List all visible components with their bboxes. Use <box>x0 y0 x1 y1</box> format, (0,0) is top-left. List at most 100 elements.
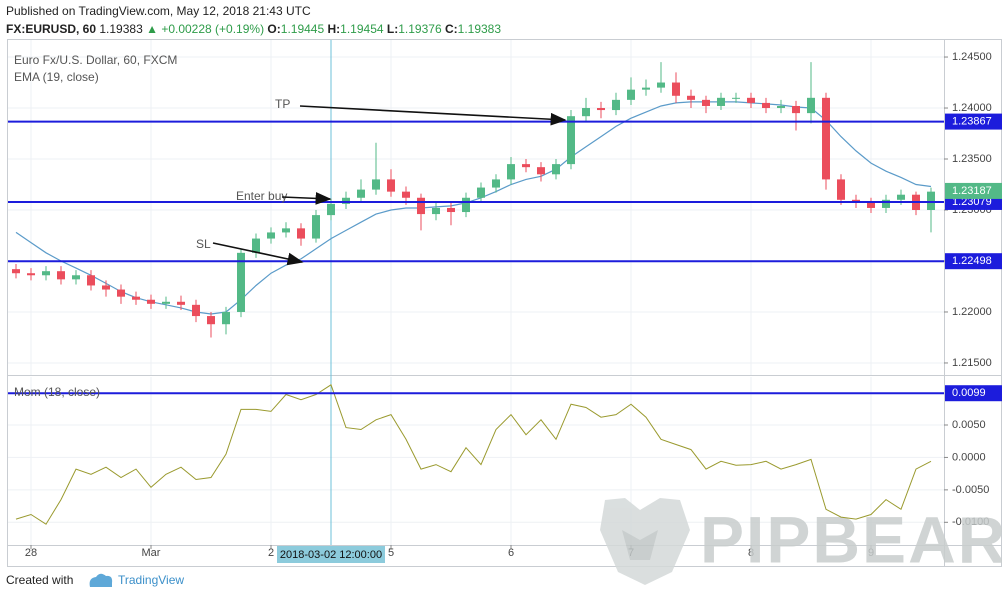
x-tick-label: 28 <box>25 547 37 559</box>
y-tick-label: 1.24500 <box>952 51 992 63</box>
x-tick-label: 9 <box>868 547 874 559</box>
candle-body <box>42 271 50 276</box>
ohlc-label: H: <box>327 22 341 36</box>
level-label: 1.22498 <box>952 255 992 267</box>
candle-body <box>372 179 380 190</box>
change: ▲ +0.00228 (+0.19%) <box>146 22 265 36</box>
candle-body <box>432 207 440 215</box>
candle-body <box>807 97 815 114</box>
published-line: Published on TradingView.com, May 12, 20… <box>6 4 311 18</box>
candle-body <box>12 269 20 274</box>
candle-body <box>777 105 785 109</box>
candle-body <box>552 164 560 175</box>
footer-created: Created with <box>6 573 73 587</box>
candle-body <box>642 87 650 90</box>
candle-body <box>882 199 890 208</box>
candle-body <box>252 238 260 253</box>
candle-body <box>867 201 875 208</box>
candle-body <box>237 252 245 312</box>
candle-body <box>747 97 755 103</box>
candle-body <box>147 299 155 304</box>
annotation: SL <box>196 237 211 251</box>
ohlc-value: 1.19383 <box>457 22 502 36</box>
candle-body <box>117 289 125 297</box>
candle-body <box>462 197 470 213</box>
candle-body <box>27 273 35 276</box>
candle-body <box>687 95 695 100</box>
level-label-box <box>945 385 1002 402</box>
candle-body <box>897 194 905 200</box>
crosshair-label: 2018-03-02 12:00:00 <box>280 549 382 561</box>
candle-body <box>627 89 635 100</box>
candle-body <box>792 105 800 114</box>
candle-body <box>582 108 590 117</box>
annotation: TP <box>275 97 290 111</box>
ohlc-label: O: <box>267 22 281 36</box>
main-legend: Euro Fx/U.S. Dollar, 60, FXCM <box>14 53 177 67</box>
y-tick-label: 1.21500 <box>952 357 992 369</box>
watermark: PIPBEAR <box>600 498 1002 585</box>
candle-body <box>507 164 515 180</box>
candle-body <box>222 311 230 325</box>
candle-body <box>732 97 740 99</box>
crosshair-label-box <box>277 546 385 563</box>
watermark-icon <box>622 530 658 560</box>
last: 1.19383 <box>99 22 143 36</box>
ohlc-value: 1.19445 <box>280 22 325 36</box>
candle-body <box>177 301 185 305</box>
candle-body <box>597 108 605 111</box>
candle-body <box>267 232 275 239</box>
level-label-box <box>945 253 1002 270</box>
annotation-arrow <box>299 105 567 126</box>
momentum-line <box>15 384 932 525</box>
candle-body <box>537 167 545 175</box>
annotation: Enter buy <box>236 189 287 203</box>
x-tick-label: 6 <box>508 547 514 559</box>
candle-body <box>447 207 455 213</box>
footer-brand: TradingView <box>118 573 184 587</box>
watermark-text: PIPBEAR <box>700 502 1002 576</box>
candle-body <box>852 199 860 202</box>
candle-body <box>282 228 290 233</box>
candle-body <box>612 99 620 111</box>
y-tick-label: 0.0000 <box>952 451 986 463</box>
candle-body <box>762 102 770 109</box>
candle-body <box>522 164 530 168</box>
y-tick-label: 0.0050 <box>952 419 986 431</box>
candle-body <box>837 179 845 200</box>
ohlc-label: L: <box>386 22 399 36</box>
x-tick-label: 8 <box>748 547 754 559</box>
ohlc-label: C: <box>444 22 458 36</box>
y-tick-label: 1.23500 <box>952 153 992 165</box>
footer-logo <box>89 573 113 587</box>
ohlc-value: 1.19376 <box>398 22 442 36</box>
y-tick-label: -0.0100 <box>952 516 989 528</box>
candle-body <box>72 275 80 280</box>
symbol-line: FX:EURUSD, 60 1.19383 ▲ +0.00228 (+0.19%… <box>6 22 501 36</box>
candle-body <box>657 82 665 88</box>
candle-body <box>102 285 110 290</box>
level-label: 1.23867 <box>952 115 992 127</box>
candle-body <box>312 215 320 239</box>
candle-body <box>567 116 575 165</box>
candle-body <box>477 187 485 198</box>
x-tick-label: 5 <box>388 547 394 559</box>
candle-body <box>327 203 335 216</box>
candle-body <box>417 197 425 215</box>
level-label: 0.0099 <box>952 387 986 399</box>
candle-body <box>822 97 830 180</box>
last-price-label: 1.23187 <box>952 185 992 197</box>
candle-body <box>702 99 710 106</box>
ohlc-value: 1.19454 <box>340 22 384 36</box>
symbol: FX:EURUSD, 60 <box>6 22 97 36</box>
y-tick-label: 1.24000 <box>952 102 992 114</box>
candle-body <box>492 179 500 188</box>
annotation-arrow <box>281 192 332 205</box>
y-tick-label: -0.0050 <box>952 484 989 496</box>
x-tick-label: 2 <box>268 547 274 559</box>
last-price-box <box>945 182 1002 199</box>
mom-legend: Mom (18, close) <box>14 385 100 399</box>
candle-body <box>672 82 680 96</box>
candle-body <box>357 189 365 198</box>
